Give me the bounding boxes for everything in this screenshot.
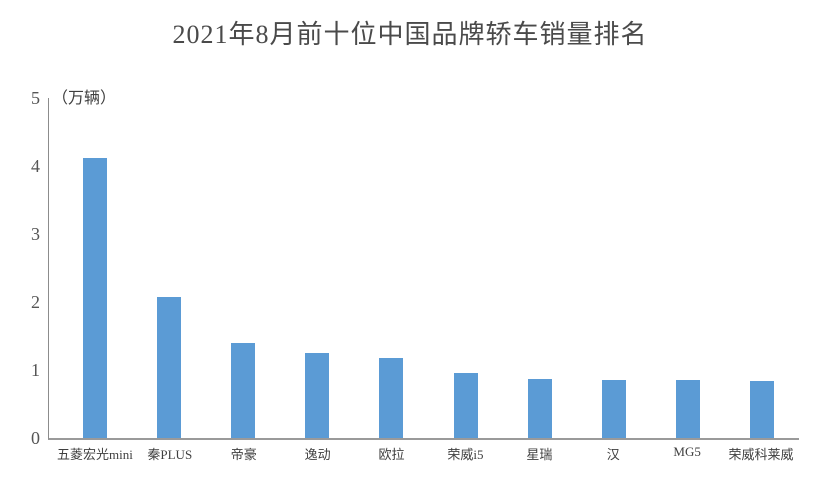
- y-tick-label: 5: [31, 88, 40, 108]
- x-category-label: 汉: [606, 447, 620, 462]
- x-category-label: 欧拉: [378, 447, 405, 462]
- x-category-label: 星瑞: [526, 447, 553, 462]
- bar-column: [577, 98, 651, 438]
- bar-column: [58, 98, 132, 438]
- bars-container: [58, 98, 799, 438]
- bar: [453, 372, 478, 438]
- x-category-label: 秦PLUS: [147, 447, 193, 462]
- bar: [231, 342, 256, 438]
- y-tick-label: 1: [31, 360, 40, 380]
- x-category-label: 逸动: [304, 447, 331, 462]
- y-tick-label: 3: [31, 224, 40, 244]
- bar: [305, 353, 330, 438]
- y-axis-unit-label: （万辆）: [52, 90, 117, 107]
- bar: [749, 380, 774, 438]
- x-category-label: 帝豪: [230, 447, 257, 462]
- x-category-label: 五菱宏光mini: [57, 447, 133, 462]
- y-tick-label: 2: [31, 292, 40, 312]
- bar-column: [206, 98, 280, 438]
- y-tick-label: 0: [31, 428, 40, 448]
- chart-title: 2021年8月前十位中国品牌轿车销量排名: [172, 20, 648, 49]
- bar-column: [132, 98, 206, 438]
- bar: [527, 378, 552, 438]
- bar-column: [280, 98, 354, 438]
- x-category-label: 荣威科莱威: [728, 447, 794, 462]
- plot-area: [48, 98, 799, 440]
- x-category-label: 荣威i5: [447, 447, 484, 462]
- bar-column: [651, 98, 725, 438]
- y-tick-label: 4: [31, 156, 40, 176]
- bar-column: [428, 98, 502, 438]
- bar: [675, 379, 700, 438]
- bar: [83, 157, 108, 438]
- bar-column: [354, 98, 428, 438]
- bar-column: [503, 98, 577, 438]
- x-category-label: MG5: [673, 444, 701, 459]
- bar-column: [725, 98, 799, 438]
- bar: [601, 379, 626, 438]
- bar: [379, 357, 404, 438]
- bar: [157, 297, 182, 438]
- x-axis-labels: 五菱宏光mini 秦PLUS 帝豪 逸动 欧拉 荣威i5 星瑞 汉 MG5 荣威科莱威: [57, 444, 798, 463]
